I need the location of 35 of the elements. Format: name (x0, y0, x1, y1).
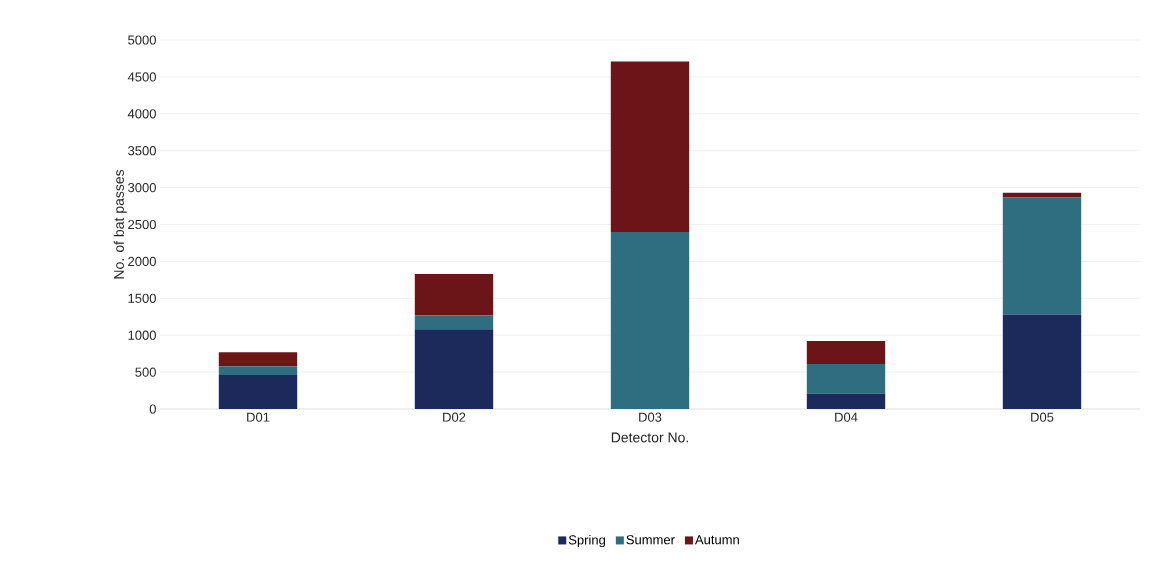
y-tick-label: 0 (149, 404, 156, 414)
bar (414, 315, 494, 330)
bar (218, 366, 298, 376)
legend-label: Summer (626, 535, 675, 545)
y-tick-label: 4500 (127, 72, 156, 82)
x-axis-title: Detector No. (611, 432, 688, 443)
x-tick-label: D01 (247, 412, 270, 422)
bar (1002, 192, 1082, 198)
y-tick-label: 500 (135, 367, 156, 377)
y-axis-title: No. of bat passes (113, 169, 127, 279)
bar (806, 393, 886, 409)
y-tick-label: 1500 (128, 293, 156, 303)
y-tick-label: 3000 (128, 183, 156, 193)
bar (1002, 314, 1082, 409)
x-tick-label: D04 (835, 412, 858, 422)
bar (610, 231, 690, 409)
x-tick-label: D03 (639, 412, 662, 422)
y-tick-label: 3500 (128, 146, 156, 156)
y-tick-label: 5000 (128, 35, 156, 45)
bar (806, 363, 886, 394)
bar (414, 273, 494, 316)
y-tick-label: 1000 (128, 330, 156, 340)
bar (218, 352, 298, 367)
legend-label: Spring (568, 534, 605, 548)
y-tick-label: 4000 (127, 109, 156, 119)
legend-label: Autumn (694, 535, 739, 545)
y-tick-label: 2000 (128, 256, 156, 266)
bar (610, 61, 690, 232)
x-tick-label: D05 (1031, 412, 1054, 422)
y-tick-label: 2500 (128, 219, 156, 230)
bar (414, 329, 494, 409)
bar (218, 375, 298, 409)
x-tick-label: D02 (443, 412, 466, 422)
bar (1002, 197, 1082, 315)
bar (806, 341, 886, 364)
